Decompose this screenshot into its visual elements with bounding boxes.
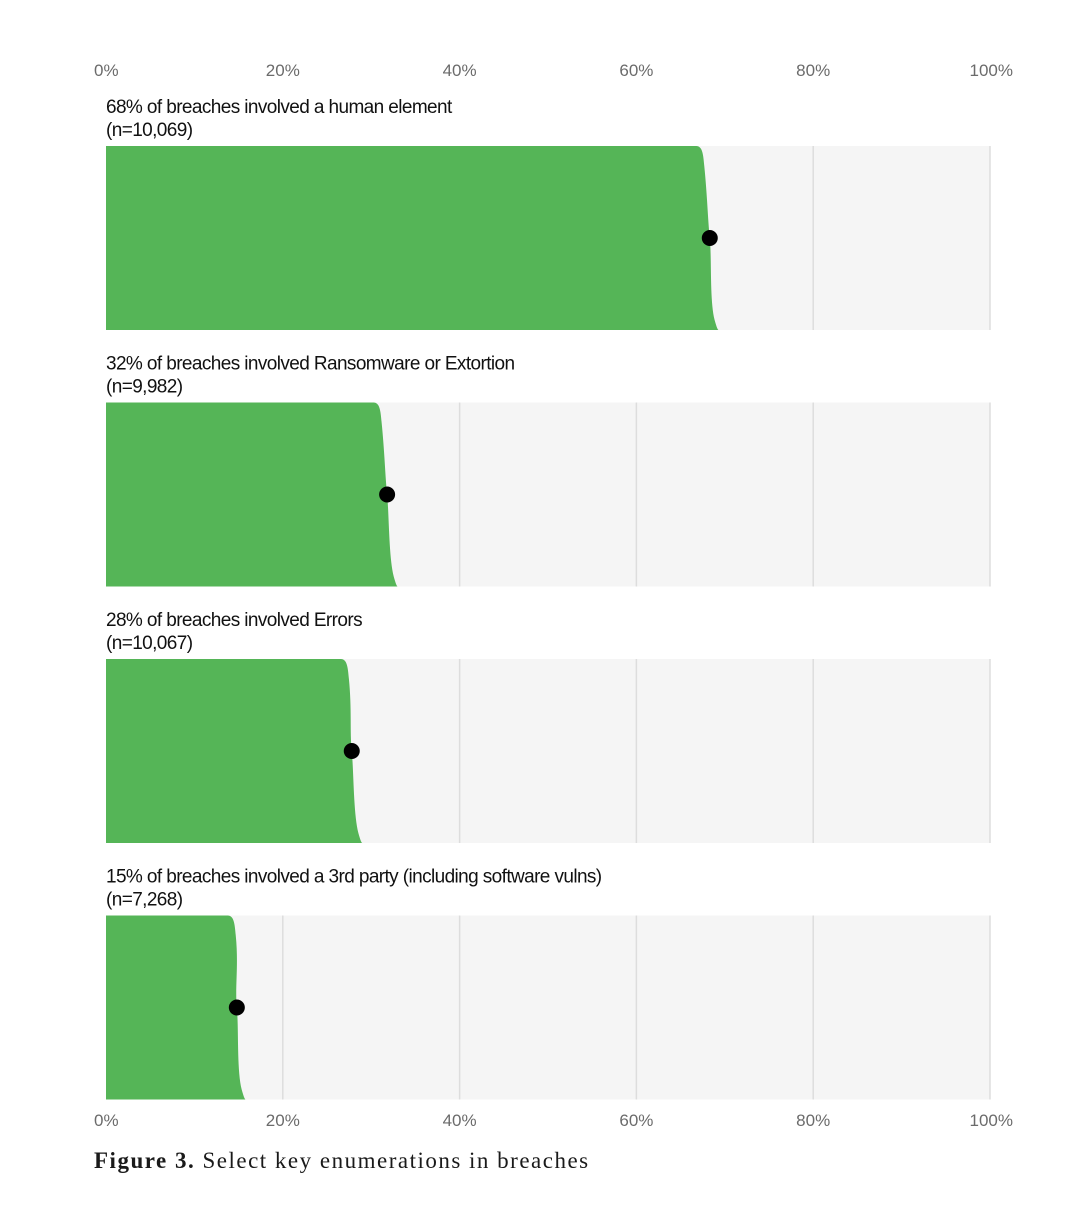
chart: 0% 20% 40% 60% 80% 100% 0% 20% 40% 60% 80% 100% 68% …: [94, 61, 1013, 1130]
panel-sample-size: (n=9,982): [106, 377, 183, 398]
panel-sample-size: (n=10,069): [106, 120, 193, 141]
panel-title: 15% of breaches involved a 3rd party (in…: [106, 867, 602, 888]
panel-track: [106, 915, 990, 1100]
bottom-tick-label: 80%: [796, 1111, 830, 1130]
bottom-tick-label: 100%: [970, 1111, 1013, 1130]
bottom-tick-label: 60%: [619, 1111, 653, 1130]
figure-label: Figure 3.: [94, 1148, 196, 1173]
panel-sample-size: (n=10,067): [106, 633, 193, 654]
top-tick-label: 0%: [94, 61, 119, 80]
estimate-point: [379, 486, 396, 503]
estimate-point: [228, 999, 245, 1016]
figure-caption-text: Select key enumerations in breaches: [202, 1148, 590, 1173]
top-tick-label: 100%: [970, 61, 1013, 80]
estimate-point: [343, 743, 360, 759]
top-tick-label: 20%: [266, 61, 300, 80]
distribution-bar: [106, 402, 398, 587]
bottom-tick-label: 0%: [94, 1111, 119, 1130]
top-tick-label: 80%: [796, 61, 830, 80]
panel-title: 68% of breaches involved a human element: [106, 97, 453, 118]
figure-caption: Figure 3. Select key enumerations in bre…: [94, 1148, 590, 1174]
bottom-tick-label: 20%: [266, 1111, 300, 1130]
distribution-bar: [106, 659, 363, 843]
distribution-bar: [106, 146, 719, 330]
panel-sample-size: (n=7,268): [106, 890, 183, 911]
top-tick-label: 40%: [443, 61, 477, 80]
top-tick-label: 60%: [619, 61, 653, 80]
estimate-point: [701, 230, 718, 246]
bottom-tick-label: 40%: [443, 1111, 477, 1130]
distribution-bar: [106, 915, 246, 1100]
panel-title: 32% of breaches involved Ransomware or E…: [106, 354, 514, 375]
panel-title: 28% of breaches involved Errors: [106, 610, 362, 631]
